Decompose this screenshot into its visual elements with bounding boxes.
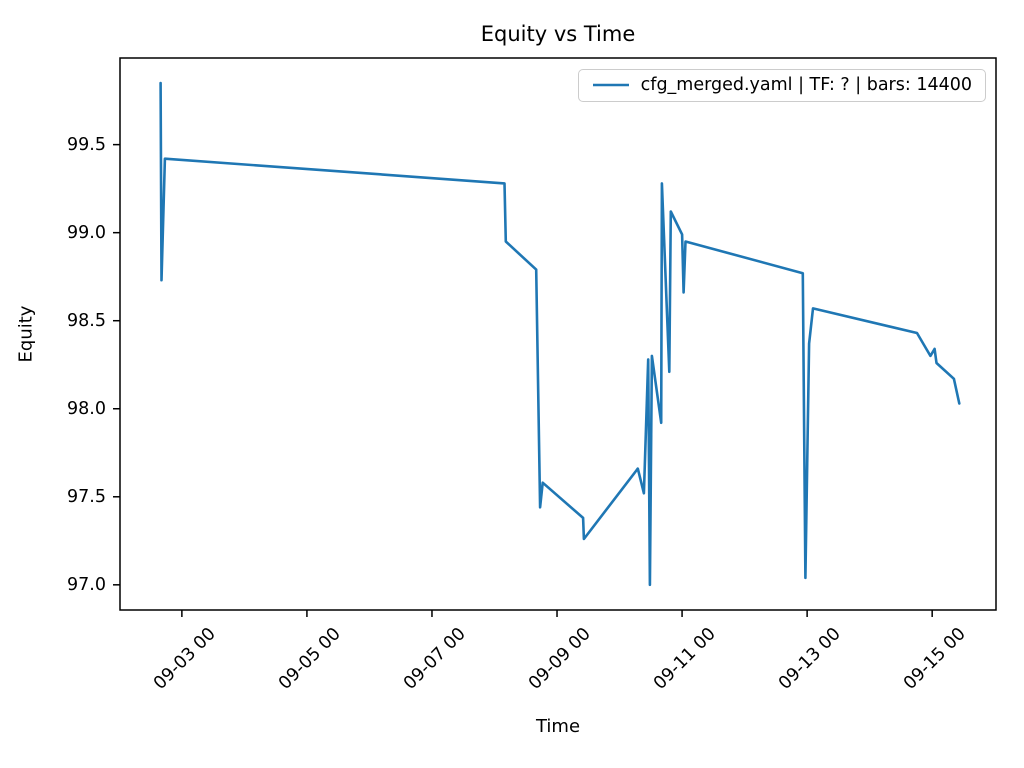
y-tick-label: 99.0 — [67, 222, 106, 243]
legend: cfg_merged.yaml | TF: ? | bars: 14400 — [577, 69, 986, 102]
plot-border — [119, 57, 997, 611]
x-tick-label: 09-07 00 — [400, 624, 471, 694]
legend-label: cfg_merged.yaml | TF: ? | bars: 14400 — [640, 75, 972, 95]
x-tick-label: 09-03 00 — [150, 624, 221, 694]
y-tick-label: 98.0 — [67, 398, 106, 419]
chart-title: Equity vs Time — [480, 22, 636, 46]
y-tick-label: 97.5 — [67, 486, 106, 507]
y-tick-label: 99.5 — [67, 134, 106, 155]
x-tick-label: 09-11 00 — [650, 624, 721, 694]
x-tick-label: 09-13 00 — [775, 624, 846, 694]
x-tick-label: 09-09 00 — [525, 624, 596, 694]
x-tick-label: 09-05 00 — [275, 624, 346, 694]
y-tick-label: 98.5 — [67, 310, 106, 331]
equity-line — [159, 81, 961, 587]
plot-area — [113, 57, 997, 617]
x-tick-label: 09-15 00 — [900, 624, 971, 694]
legend-line-sample — [592, 83, 629, 87]
x-axis-label: Time — [535, 716, 581, 737]
y-tick-label: 97.0 — [67, 574, 106, 595]
